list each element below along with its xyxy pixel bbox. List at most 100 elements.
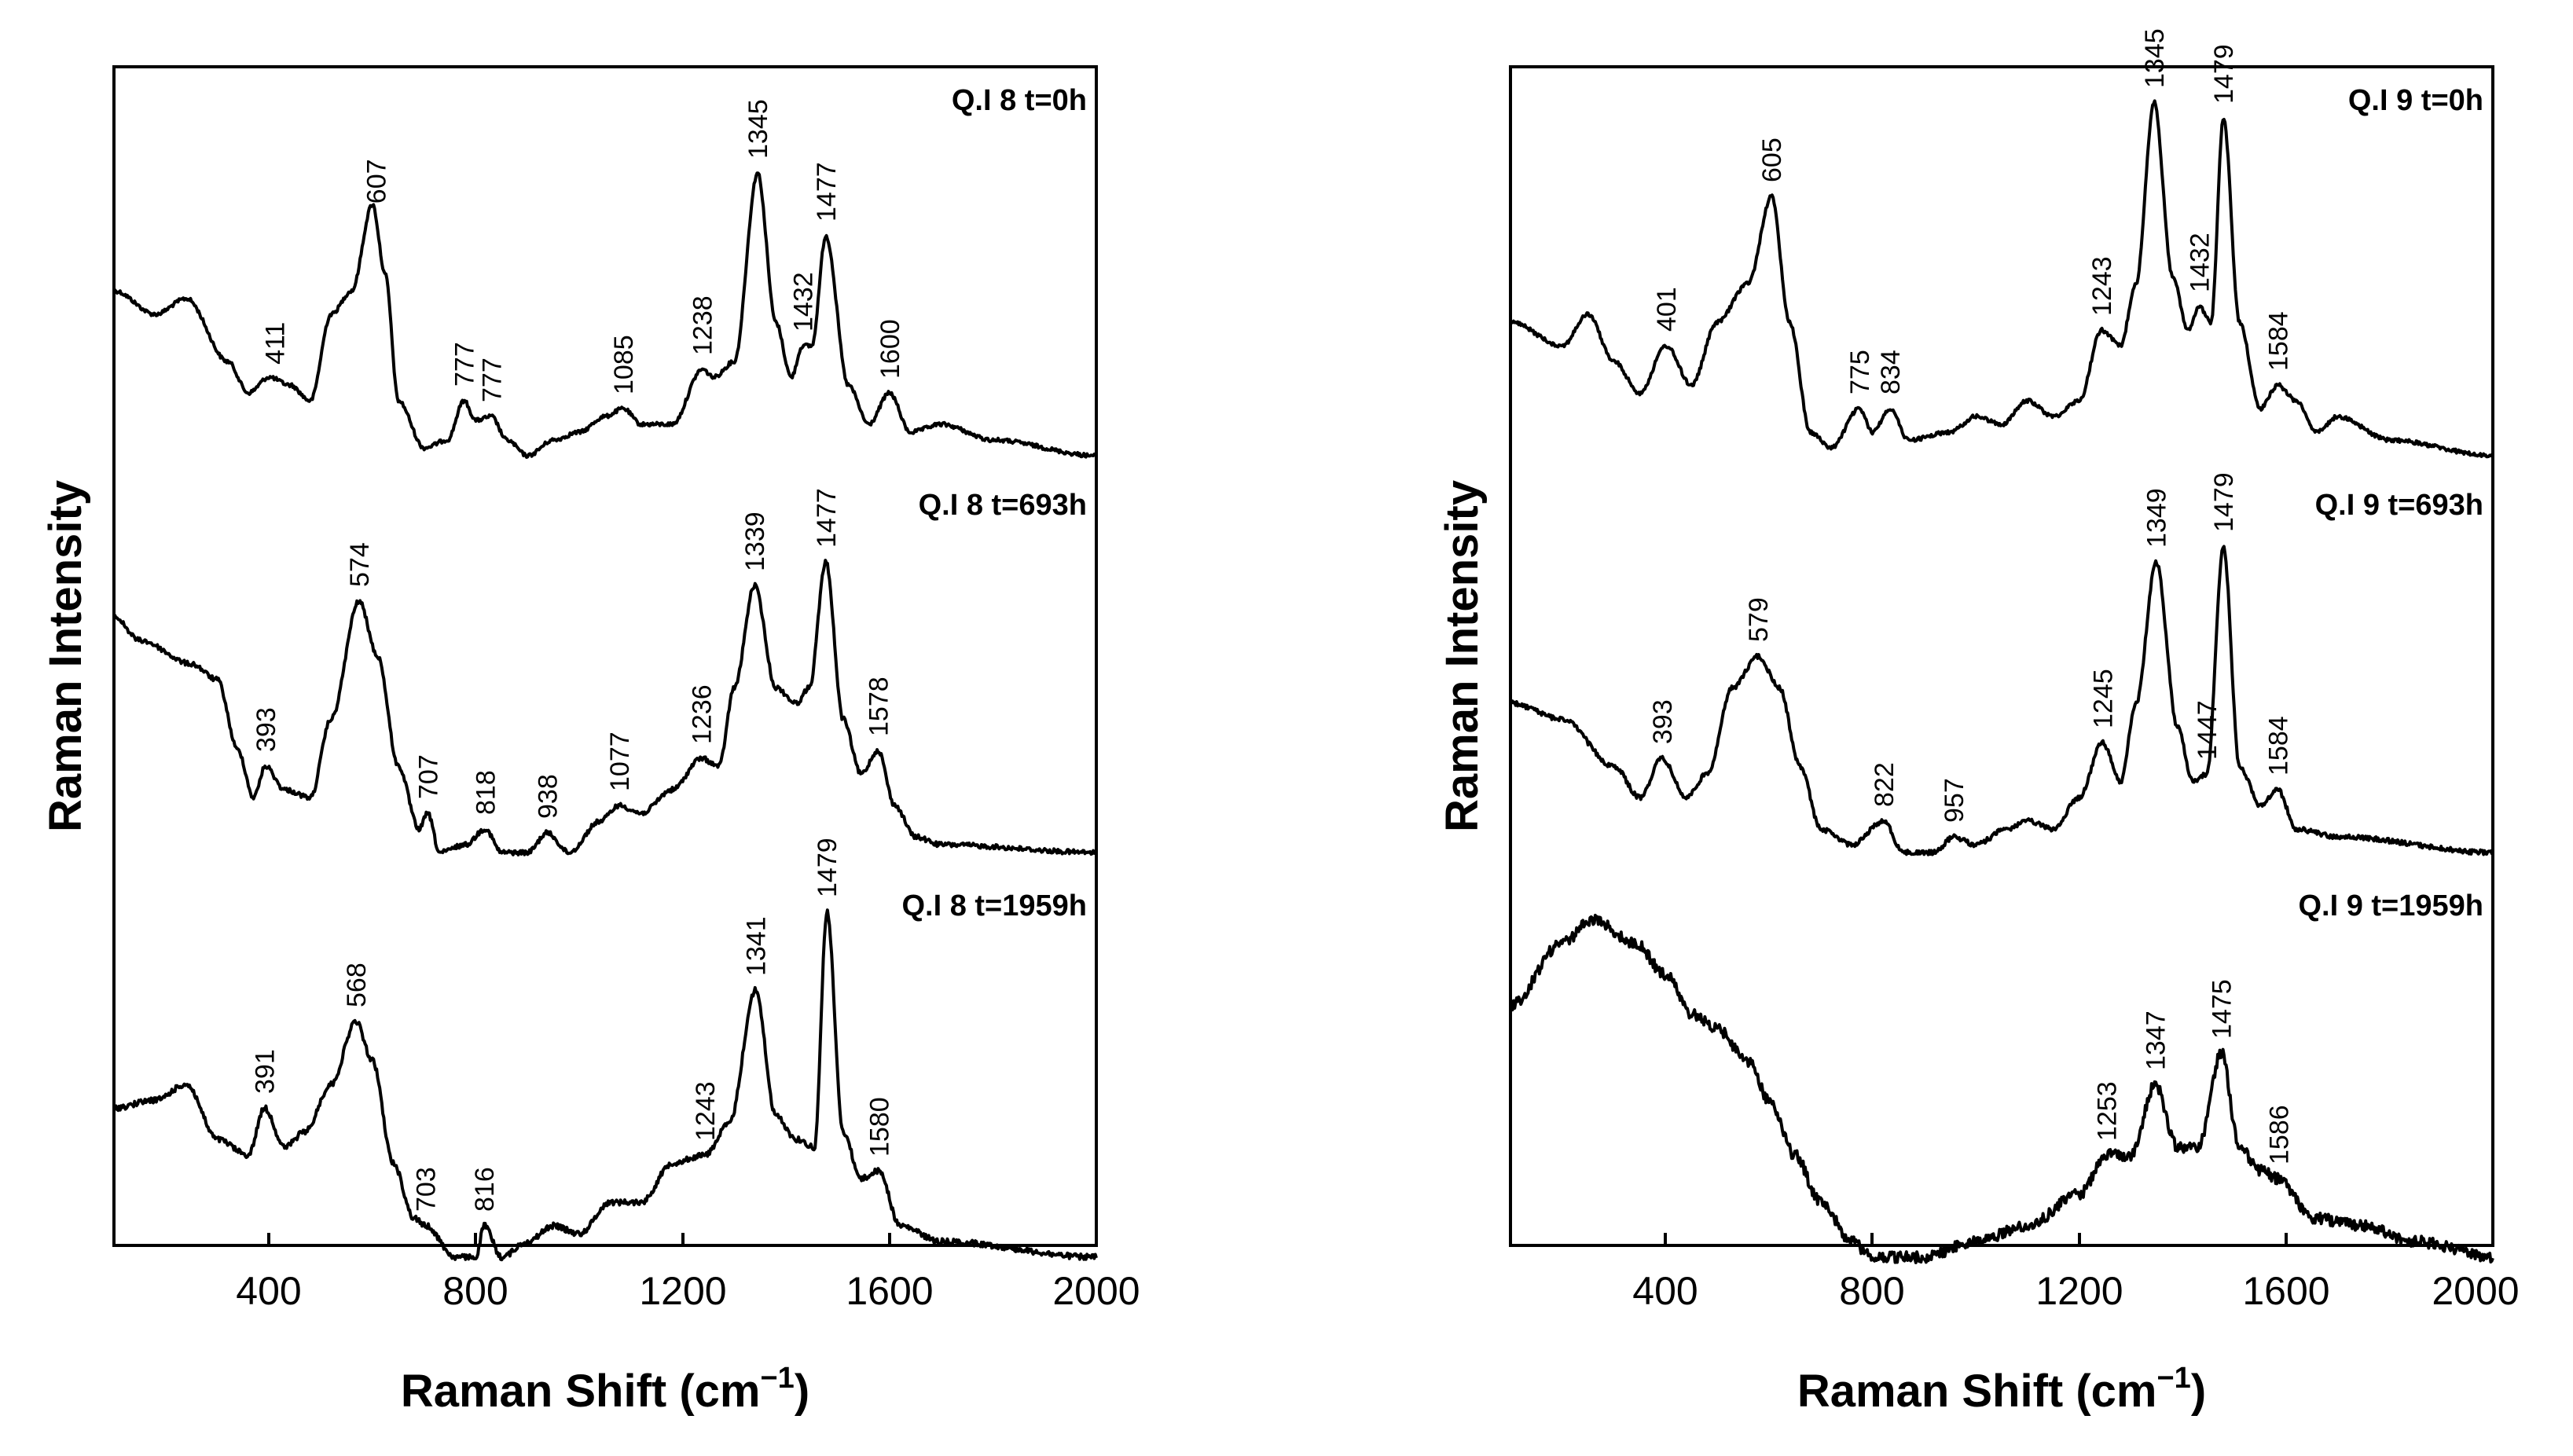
- left-trace-2-peak-label-5: 938: [533, 774, 563, 819]
- right-xtick-label-800: 800: [1839, 1269, 1904, 1313]
- left-trace-3-group: Q.I 8 t=1959h 391 568 703 816 1243 1341 1479 15…: [112, 838, 1098, 1262]
- right-x-axis-title-main: Raman Shift (cm: [1797, 1366, 2157, 1417]
- right-xtick-label-1600: 1600: [2242, 1269, 2329, 1313]
- left-trace-1-peak-label-7: 1345: [743, 99, 773, 159]
- right-trace-2-peak-label-2: 579: [1744, 597, 1774, 642]
- left-trace-2-peak-label-6: 1077: [605, 732, 635, 791]
- right-trace-2-peak-label-6: 1349: [2142, 488, 2172, 548]
- left-trace-3-peak-label-6: 1341: [741, 916, 771, 976]
- right-trace-2-peak-label-8: 1479: [2209, 472, 2239, 532]
- left-trace-3-peak-label-4: 816: [470, 1167, 500, 1212]
- left-trace-2-peak-label-3: 707: [413, 754, 443, 799]
- left-x-axis-title-main: Raman Shift (cm: [401, 1366, 761, 1417]
- left-trace-1-label: Q.I 8 t=0h: [952, 84, 1087, 117]
- right-xtick-label-2000: 2000: [2432, 1269, 2519, 1313]
- left-x-axis-title-close: ): [795, 1366, 809, 1417]
- left-trace-2-peak-labels: 393 574 707 818 938 1077 1236 1339 1477 1578: [251, 488, 894, 819]
- right-x-axis-title-sup: −1: [2156, 1362, 2190, 1395]
- left-trace-3-line: [112, 908, 1098, 1262]
- right-xticks: 400 800 1200 1600 2000: [1632, 1233, 2520, 1313]
- left-trace-3-peak-label-7: 1479: [813, 838, 842, 897]
- right-trace-1-peak-label-5: 1243: [2087, 256, 2117, 316]
- left-trace-3-peak-label-3: 703: [412, 1167, 442, 1212]
- left-trace-2-peak-label-4: 818: [471, 770, 501, 815]
- left-trace-1-peak-label-4: 777: [477, 358, 507, 402]
- left-trace-2-label: Q.I 8 t=693h: [919, 489, 1087, 522]
- left-trace-3-peak-label-8: 1580: [865, 1097, 895, 1157]
- left-y-axis-title: Raman Intensity: [40, 480, 91, 832]
- right-trace-1-peak-label-6: 1345: [2140, 28, 2170, 88]
- right-trace-3-peak-label-3: 1475: [2208, 979, 2237, 1039]
- left-trace-1-peak-label-6: 1238: [688, 295, 718, 355]
- left-x-axis-title: Raman Shift (cm−1): [401, 1362, 809, 1417]
- right-trace-2-peak-label-1: 393: [1648, 699, 1678, 744]
- right-y-axis-title: Raman Intensity: [1437, 480, 1488, 832]
- left-trace-3-peak-labels: 391 568 703 816 1243 1341 1479 1580: [250, 838, 894, 1212]
- right-trace-3-peak-label-1: 1253: [2093, 1081, 2123, 1141]
- right-plot-frame: [1509, 65, 2494, 1247]
- right-trace-2-group: Q.I 9 t=693h 393 579 822 957 1245 1349 1447 147…: [1509, 472, 2494, 856]
- left-trace-2-peak-label-10: 1578: [864, 677, 894, 736]
- left-xtick-label-400: 400: [236, 1269, 301, 1313]
- right-xtick-label-1200: 1200: [2035, 1269, 2123, 1313]
- left-trace-1-peak-label-3: 777: [450, 342, 479, 387]
- right-trace-2-peak-labels: 393 579 822 957 1245 1349 1447 1479 1584: [1648, 472, 2294, 823]
- left-panel: 400 800 1200 1600 2000 Raman Shift (cm−1…: [40, 65, 1140, 1417]
- left-trace-2-line: [112, 559, 1098, 856]
- left-trace-3-label: Q.I 8 t=1959h: [901, 889, 1087, 922]
- right-trace-2-line: [1509, 545, 2494, 856]
- left-trace-1-peak-label-10: 1600: [875, 319, 905, 379]
- left-xtick-label-1600: 1600: [846, 1269, 933, 1313]
- left-trace-1-peak-label-5: 1085: [609, 335, 639, 394]
- right-xtick-label-400: 400: [1632, 1269, 1698, 1313]
- left-trace-2-peak-label-8: 1339: [740, 512, 770, 571]
- left-xticks: 400 800 1200 1600 2000: [236, 1233, 1140, 1313]
- right-x-axis-title-close: ): [2191, 1366, 2206, 1417]
- left-trace-3-peak-label-2: 568: [342, 963, 372, 1007]
- left-x-axis-title-sup: −1: [760, 1362, 794, 1395]
- right-trace-2-peak-label-9: 1584: [2263, 716, 2293, 776]
- right-trace-1-peak-label-8: 1479: [2209, 44, 2239, 104]
- right-trace-2-peak-label-3: 822: [1870, 762, 1899, 807]
- right-trace-2-peak-label-5: 1245: [2088, 669, 2118, 728]
- right-trace-1-group: Q.I 9 t=0h 401 605 775 834 1243 1345 1432 1479 1…: [1509, 28, 2494, 459]
- right-x-axis-title: Raman Shift (cm−1): [1797, 1362, 2206, 1417]
- right-trace-2-label: Q.I 9 t=693h: [2315, 489, 2483, 522]
- left-trace-3-peak-label-5: 1243: [691, 1081, 721, 1141]
- right-trace-1-peak-label-4: 834: [1876, 350, 1906, 394]
- right-trace-1-peak-labels: 401 605 775 834 1243 1345 1432 1479 1584: [1652, 28, 2293, 394]
- right-trace-3-peak-labels: 1253 1347 1475 1586: [2093, 979, 2295, 1164]
- left-trace-1-peak-label-8: 1432: [788, 272, 818, 332]
- right-trace-3-peak-label-4: 1586: [2265, 1105, 2295, 1164]
- left-xtick-label-1200: 1200: [639, 1269, 726, 1313]
- right-trace-2-peak-label-7: 1447: [2193, 700, 2222, 760]
- left-xtick-label-800: 800: [442, 1269, 508, 1313]
- right-trace-1-peak-label-1: 401: [1652, 287, 1682, 332]
- left-trace-2-peak-label-7: 1236: [687, 684, 717, 744]
- left-trace-2-peak-label-1: 393: [251, 707, 281, 752]
- right-trace-2-peak-label-4: 957: [1940, 778, 1969, 823]
- right-trace-3-line: [1509, 913, 2494, 1264]
- right-trace-1-peak-label-2: 605: [1757, 138, 1787, 182]
- left-trace-2-peak-label-2: 574: [345, 542, 375, 587]
- right-panel: 400 800 1200 1600 2000 Raman Shift (cm−1…: [1437, 28, 2520, 1417]
- right-trace-1-label: Q.I 9 t=0h: [2348, 84, 2483, 117]
- right-trace-1-peak-label-3: 775: [1845, 350, 1875, 394]
- left-trace-1-peak-label-1: 411: [261, 322, 291, 365]
- left-trace-2-peak-label-9: 1477: [812, 488, 842, 548]
- right-trace-1-line: [1509, 99, 2494, 459]
- left-trace-3-peak-label-1: 391: [250, 1049, 280, 1094]
- left-trace-2-group: Q.I 8 t=693h 393 574 707 818 938 1077 1236 1339…: [112, 488, 1098, 856]
- left-trace-1-peak-label-9: 1477: [812, 162, 842, 222]
- right-trace-3-group: Q.I 9 t=1959h 1253 1347 1475 1586: [1509, 889, 2494, 1264]
- left-plot-frame: [112, 65, 1098, 1247]
- right-trace-1-peak-label-9: 1584: [2263, 311, 2293, 371]
- left-xtick-label-2000: 2000: [1052, 1269, 1140, 1313]
- right-trace-1-peak-label-7: 1432: [2185, 233, 2215, 292]
- right-trace-3-peak-label-2: 1347: [2141, 1010, 2171, 1070]
- right-trace-3-label: Q.I 9 t=1959h: [2298, 889, 2483, 922]
- left-trace-1-peak-label-2: 607: [362, 159, 392, 204]
